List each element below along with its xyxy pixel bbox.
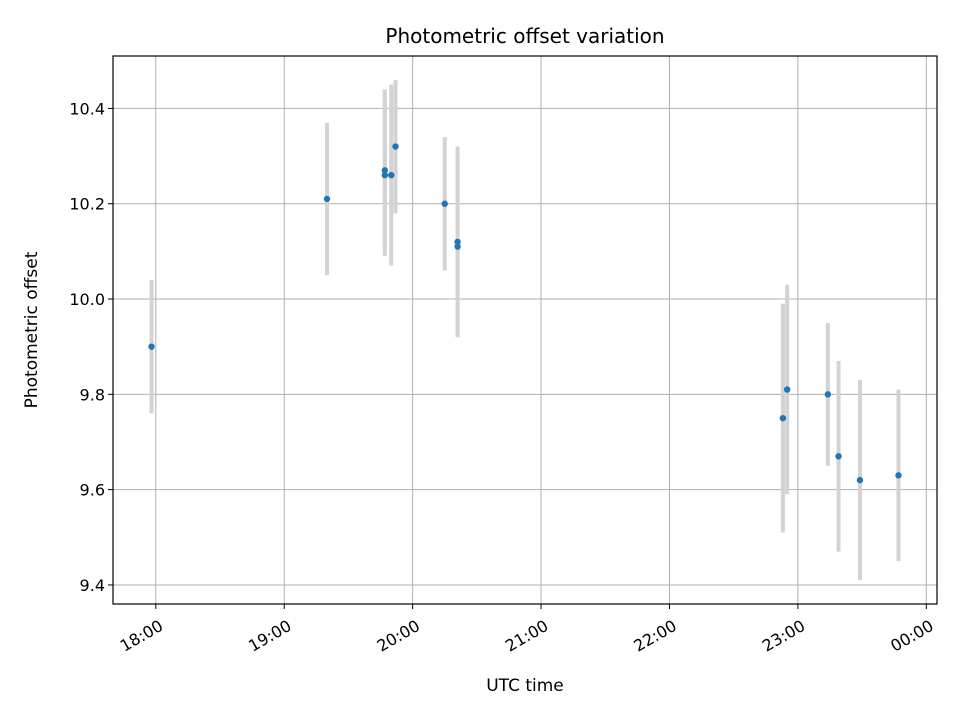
y-axis-ticks: 9.4 9.6 9.8 10.0 10.2 10.4 (69, 99, 113, 595)
grid (113, 56, 937, 604)
data-point (783, 386, 791, 393)
data-point (381, 171, 389, 179)
data-point (835, 453, 842, 460)
data-point (392, 143, 399, 150)
y-tick-label: 9.8 (80, 385, 105, 404)
axes-frame (112, 55, 938, 605)
data-point (779, 414, 787, 422)
y-tick-label: 9.4 (80, 576, 105, 595)
data-point (824, 391, 832, 398)
data-point (454, 243, 461, 250)
data-point (856, 476, 864, 484)
data-point (895, 472, 902, 479)
y-tick-label: 10.2 (69, 195, 105, 214)
chart-title: Photometric offset variation (385, 24, 664, 48)
y-tick-label: 10.4 (69, 99, 105, 118)
data-points (148, 143, 902, 484)
x-axis-label: UTC time (486, 676, 564, 696)
y-tick-label: 9.6 (80, 481, 105, 500)
y-tick-label: 10.0 (69, 290, 105, 309)
data-point (441, 200, 448, 207)
data-point (454, 238, 461, 246)
data-point (323, 195, 331, 203)
data-point (388, 171, 395, 179)
plot-area (113, 56, 937, 604)
data-point (381, 167, 389, 174)
y-axis-label: Photometric offset (22, 251, 42, 408)
data-point (148, 343, 155, 350)
